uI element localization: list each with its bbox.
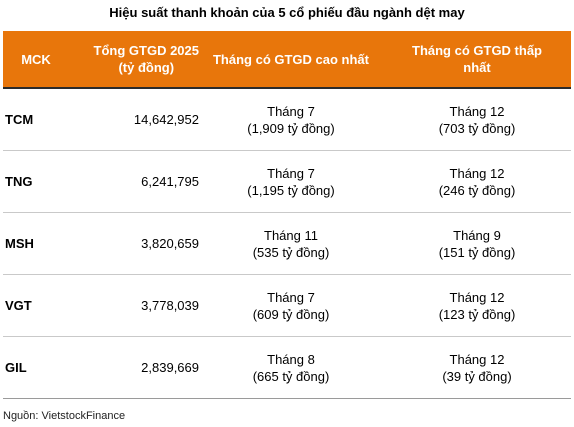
lowest-month: Tháng 12 xyxy=(449,289,505,305)
cell-mck: TCM xyxy=(5,112,34,127)
cell-mck: VGT xyxy=(5,298,32,313)
lowest-value: (151 tỷ đồng) xyxy=(438,244,516,260)
highest-value: (535 tỷ đồng) xyxy=(252,244,330,260)
table-row: TNG 6,241,795 Tháng 7 (1,195 tỷ đồng) Th… xyxy=(3,151,571,213)
table-row: MSH 3,820,659 Tháng 11 (535 tỷ đồng) Thá… xyxy=(3,213,571,275)
highest-value: (609 tỷ đồng) xyxy=(252,306,330,322)
cell-highest: Tháng 11 (535 tỷ đồng) xyxy=(199,213,383,274)
source-note: Nguồn: VietstockFinance xyxy=(3,410,126,422)
header-highest: Tháng có GTGD cao nhất xyxy=(212,51,369,67)
lowest-month: Tháng 12 xyxy=(449,103,505,119)
cell-mck: GIL xyxy=(5,360,27,375)
cell-highest: Tháng 7 (609 tỷ đồng) xyxy=(199,275,383,336)
header-lowest-line2: nhất xyxy=(463,60,491,75)
table-row: GIL 2,839,669 Tháng 8 (665 tỷ đồng) Thán… xyxy=(3,337,571,399)
lowest-value: (39 tỷ đồng) xyxy=(442,368,512,384)
highest-month: Tháng 7 xyxy=(267,103,315,119)
highest-month: Tháng 11 xyxy=(264,227,318,243)
table-row: VGT 3,778,039 Tháng 7 (609 tỷ đồng) Thán… xyxy=(3,275,571,337)
highest-value: (1,195 tỷ đồng) xyxy=(247,182,335,198)
cell-lowest: Tháng 9 (151 tỷ đồng) xyxy=(383,213,571,274)
lowest-value: (703 tỷ đồng) xyxy=(438,120,516,136)
header-total-line1: Tổng GTGD 2025 xyxy=(93,43,199,58)
header-total: Tổng GTGD 2025 (tỷ đồng) xyxy=(69,31,199,87)
lowest-value: (123 tỷ đồng) xyxy=(438,306,516,322)
cell-total: 14,642,952 xyxy=(133,112,199,127)
cell-total: 6,241,795 xyxy=(141,174,199,189)
lowest-month: Tháng 12 xyxy=(449,165,505,181)
liquidity-table: MCK Tổng GTGD 2025 (tỷ đồng) Tháng có GT… xyxy=(3,31,571,399)
cell-highest: Tháng 7 (1,909 tỷ đồng) xyxy=(199,89,383,150)
highest-month: Tháng 7 xyxy=(267,289,315,305)
lowest-month: Tháng 9 xyxy=(453,227,501,243)
header-lowest: Tháng có GTGD thấp nhất xyxy=(383,31,571,87)
cell-mck: MSH xyxy=(5,236,34,251)
cell-mck: TNG xyxy=(5,174,33,189)
cell-lowest: Tháng 12 (123 tỷ đồng) xyxy=(383,275,571,336)
cell-highest: Tháng 7 (1,195 tỷ đồng) xyxy=(199,151,383,212)
table-row: TCM 14,642,952 Tháng 7 (1,909 tỷ đồng) T… xyxy=(3,89,571,151)
table-header: MCK Tổng GTGD 2025 (tỷ đồng) Tháng có GT… xyxy=(3,31,571,89)
table-title: Hiệu suất thanh khoản của 5 cổ phiếu đầu… xyxy=(109,5,465,20)
highest-month: Tháng 8 xyxy=(267,351,315,367)
lowest-value: (246 tỷ đồng) xyxy=(438,182,516,198)
header-total-line2: (tỷ đồng) xyxy=(118,60,175,75)
cell-total: 3,778,039 xyxy=(141,298,199,313)
header-mck: MCK xyxy=(21,51,51,67)
highest-value: (665 tỷ đồng) xyxy=(252,368,330,384)
highest-month: Tháng 7 xyxy=(267,165,315,181)
cell-lowest: Tháng 12 (39 tỷ đồng) xyxy=(383,337,571,398)
lowest-month: Tháng 12 xyxy=(449,351,505,367)
cell-total: 3,820,659 xyxy=(141,236,199,251)
cell-highest: Tháng 8 (665 tỷ đồng) xyxy=(199,337,383,398)
highest-value: (1,909 tỷ đồng) xyxy=(247,120,335,136)
header-lowest-line1: Tháng có GTGD thấp xyxy=(412,43,542,58)
cell-lowest: Tháng 12 (703 tỷ đồng) xyxy=(383,89,571,150)
cell-lowest: Tháng 12 (246 tỷ đồng) xyxy=(383,151,571,212)
cell-total: 2,839,669 xyxy=(141,360,199,375)
